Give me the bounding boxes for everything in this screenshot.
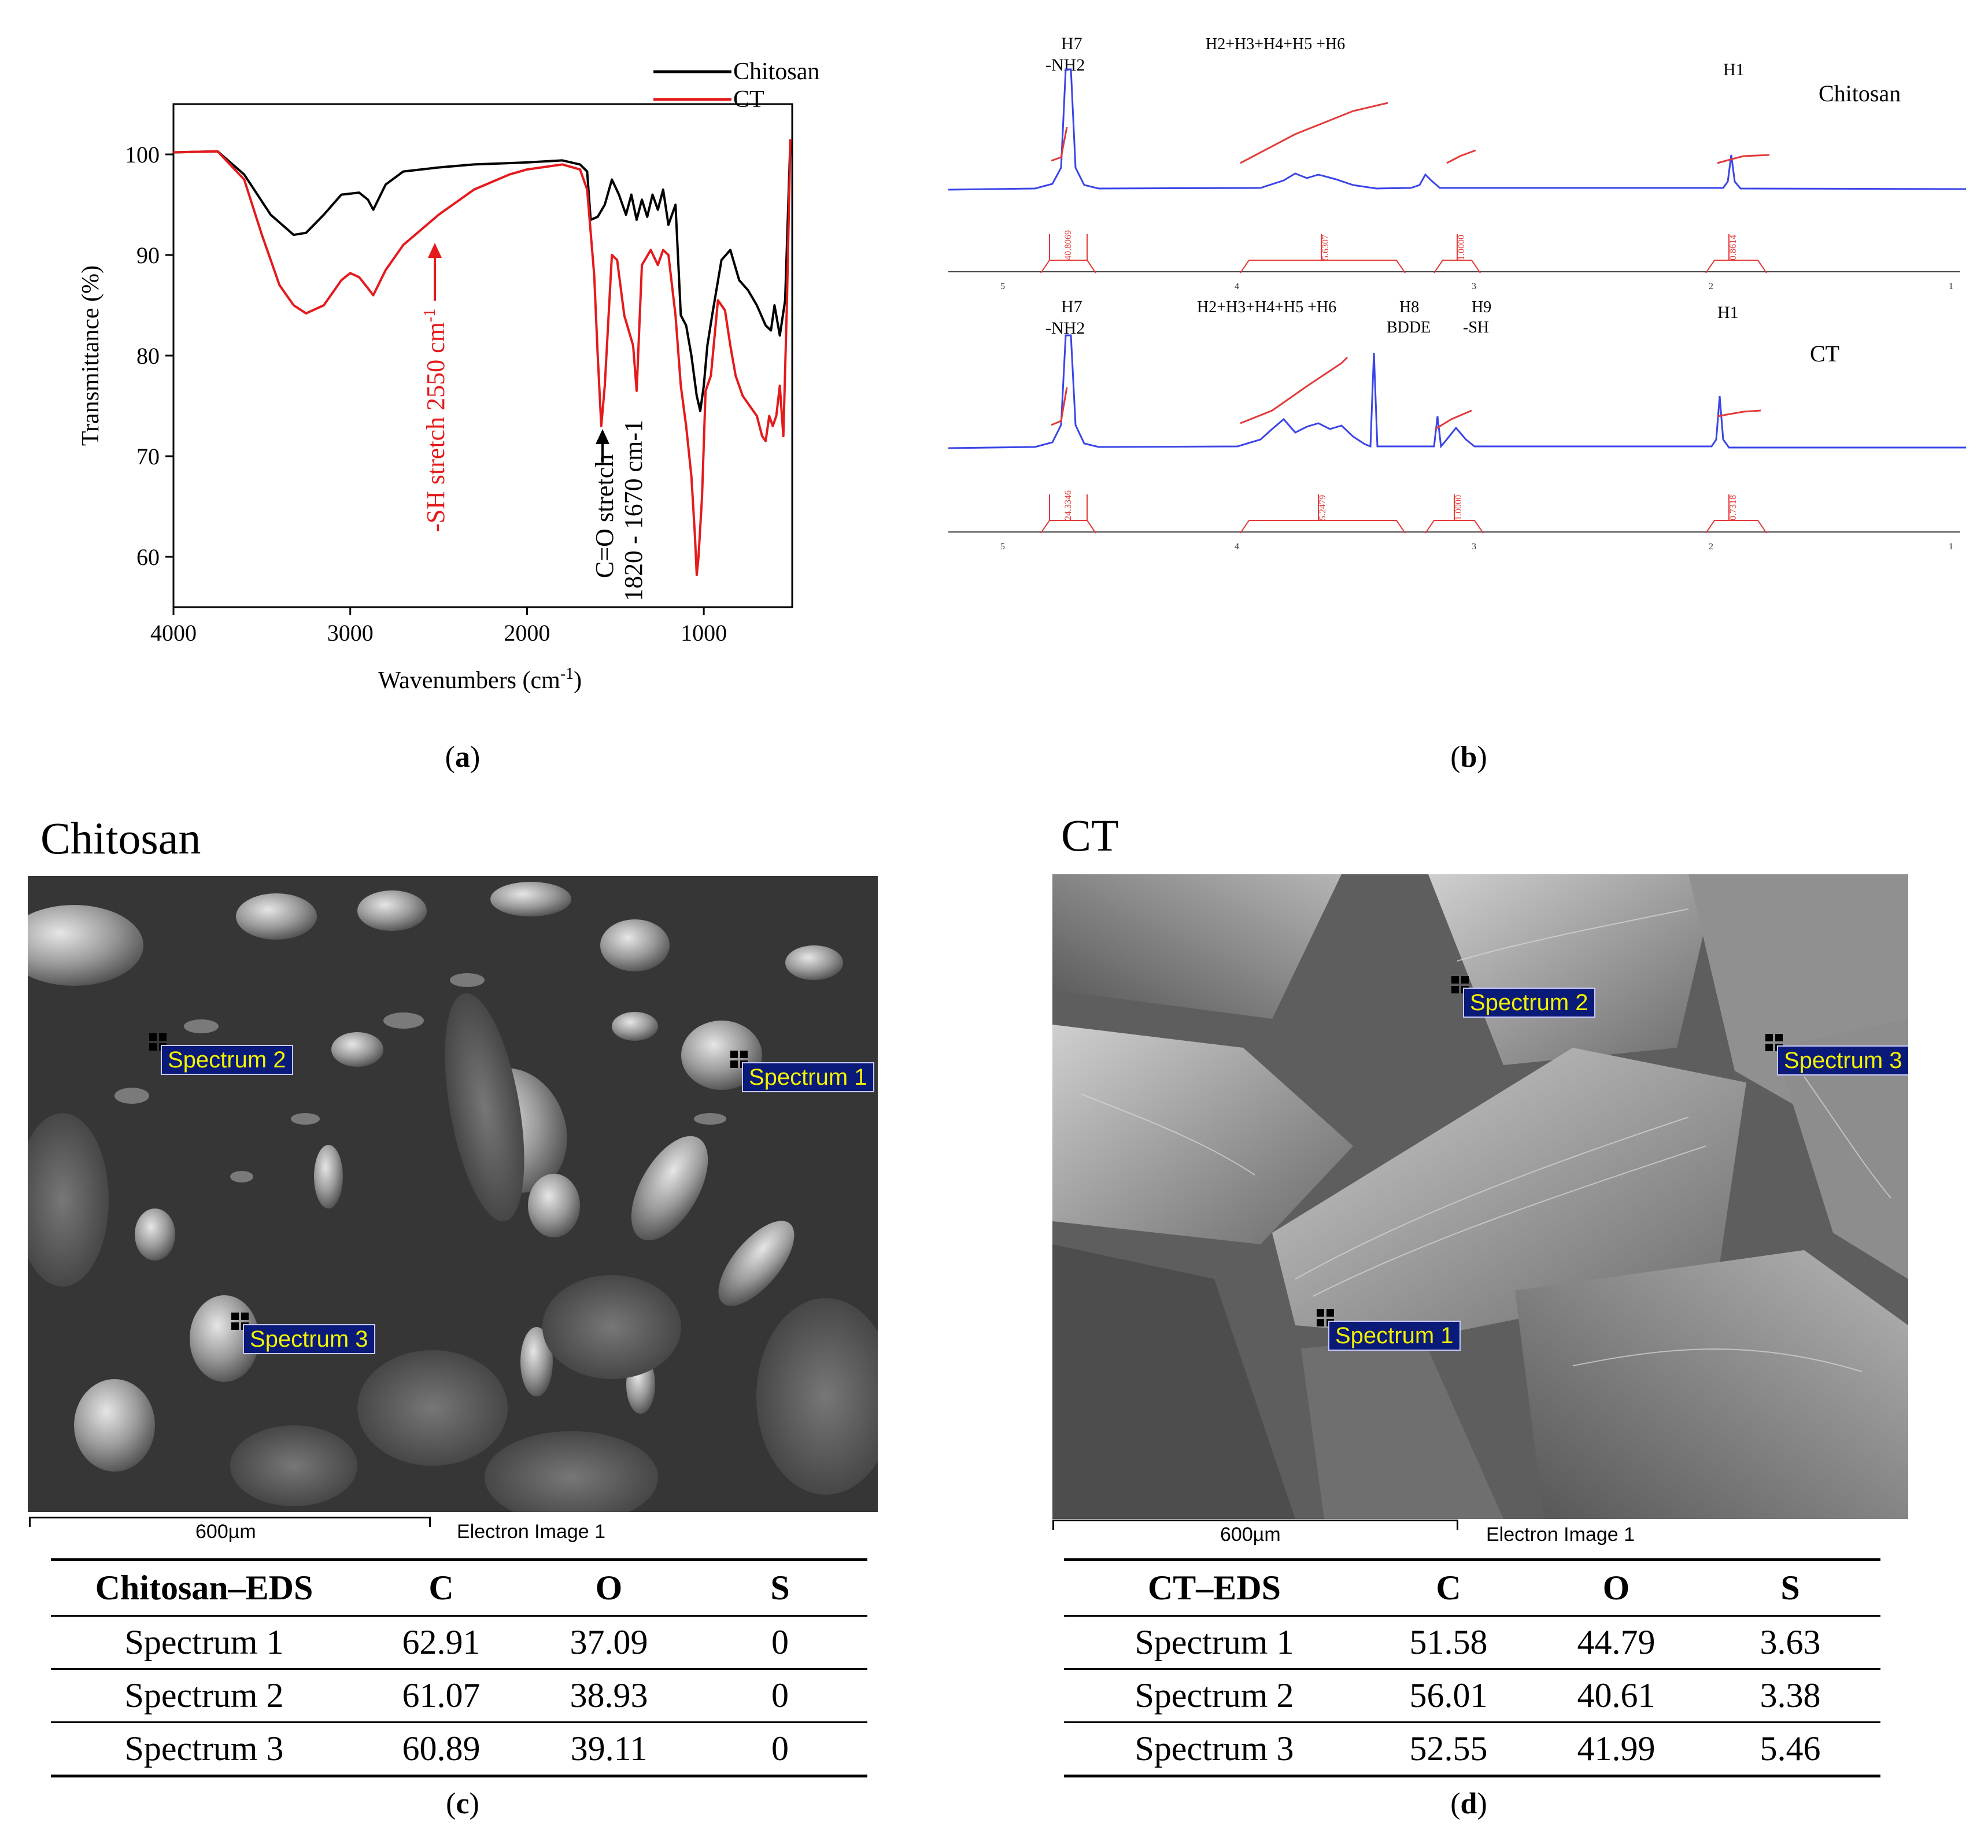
svg-text:2: 2 <box>1709 282 1713 291</box>
table-header: Chitosan–EDS C O S <box>51 1558 867 1617</box>
scale-bar-chitosan <box>29 1517 431 1518</box>
integral-top-4: 0.8614 <box>1728 235 1738 260</box>
spectrum-tag-1[interactable]: Spectrum 1 <box>1328 1321 1461 1351</box>
table-header: CT–EDS C O S <box>1064 1558 1880 1617</box>
svg-text:4: 4 <box>1235 542 1239 552</box>
spectrum-tag-1[interactable]: Spectrum 1 <box>742 1062 874 1092</box>
label-h7-bottom: H7 <box>1061 297 1082 316</box>
y-tick-label-60: 60 <box>136 544 160 570</box>
y-axis-label: Transmittance (%) <box>77 265 104 446</box>
sem-image-chitosan: Spectrum 2 Spectrum 1 Spectrum 3 <box>28 876 878 1512</box>
x-tick-label-4000: 4000 <box>150 620 197 646</box>
svg-text:1: 1 <box>1949 282 1953 291</box>
svg-text:3: 3 <box>1472 542 1476 552</box>
scale-bar-label-ct: 600µm <box>1220 1524 1281 1546</box>
y-tick-label-80: 80 <box>136 343 160 369</box>
sem-image-ct: Spectrum 2 Spectrum 3 Spectrum 1 <box>1052 874 1908 1519</box>
spectrum-tag-2[interactable]: Spectrum 2 <box>161 1045 293 1075</box>
eds-table-chitosan: Chitosan–EDS C O S Spectrum 1 62.91 37.09 0… <box>51 1558 867 1777</box>
integral-bottom-1: 24.3346 <box>1063 490 1073 520</box>
sh-arrow-head <box>428 243 442 258</box>
panel-label-a: (a) <box>445 741 481 774</box>
table-row: Spectrum 3 60.89 39.11 0 <box>51 1722 867 1777</box>
x-tick-label-3000: 3000 <box>327 620 374 646</box>
y-tick-label-70: 70 <box>136 443 160 470</box>
svg-text:4: 4 <box>1235 282 1239 291</box>
label-h8: H8 <box>1399 298 1419 316</box>
legend-ct: CT <box>733 86 764 113</box>
svg-text:5: 5 <box>1000 542 1005 552</box>
y-tick-label-100: 100 <box>125 142 160 168</box>
nmr-spectra: H7 -NH2 H2+H3+H4+H5 +H6 H1 Chitosan 40.8… <box>948 34 1966 552</box>
svg-text:2: 2 <box>1709 542 1713 552</box>
y-tick-label-90: 90 <box>136 242 160 268</box>
x-axis-label: Wavenumbers (cm-1) <box>378 665 582 694</box>
svg-text:3: 3 <box>1472 282 1476 291</box>
label-h2-h6-bottom: H2+H3+H4+H5 +H6 <box>1197 298 1336 316</box>
integral-bottom-3: 1.0000 <box>1454 495 1464 520</box>
table-row: Spectrum 2 61.07 38.93 0 <box>51 1669 867 1723</box>
label-h7-top: H7 <box>1061 34 1082 53</box>
spectrum-line-chitosan <box>948 68 1966 191</box>
integral-top-3: 1.0000 <box>1457 235 1466 260</box>
table-row: Spectrum 1 51.58 44.79 3.63 <box>1064 1616 1880 1670</box>
integral-top-2: 5.6307 <box>1321 235 1331 260</box>
label-bdde: BDDE <box>1387 319 1431 337</box>
integral-top-1: 40.8069 <box>1063 230 1073 260</box>
table-row: Spectrum 1 62.91 37.09 0 <box>51 1616 867 1670</box>
scale-bar-ct <box>1052 1520 1458 1521</box>
series-line-chitosan <box>173 139 792 412</box>
table-row: Spectrum 3 52.55 41.99 5.46 <box>1064 1722 1880 1777</box>
nmr-ct: H7 -NH2 H2+H3+H4+H5 +H6 H8 BDDE H9 -SH H… <box>948 297 1966 552</box>
eds-table-ct: CT–EDS C O S Spectrum 1 51.58 44.79 3.63 Sp… <box>1064 1558 1880 1777</box>
svg-text:5: 5 <box>1000 282 1005 291</box>
co-range-annotation: 1820 - 1670 cm-1 <box>619 420 648 601</box>
electron-image-label-chitosan: Electron Image 1 <box>457 1521 606 1543</box>
spectrum-tag-3[interactable]: Spectrum 3 <box>1777 1045 1908 1075</box>
panel-label-b: (b) <box>1450 741 1487 774</box>
spectrum-name-ct: CT <box>1810 341 1839 367</box>
label-h2-h6-top: H2+H3+H4+H5 +H6 <box>1206 35 1345 53</box>
integral-bottom-4: 0.7318 <box>1728 495 1738 520</box>
label-h1-top: H1 <box>1723 60 1745 79</box>
label-h1-bottom: H1 <box>1717 303 1739 322</box>
sem-title-chitosan: Chitosan <box>40 813 201 863</box>
spectrum-line-ct <box>948 334 1966 449</box>
panel-label-c: (c) <box>446 1787 479 1820</box>
table-row: Spectrum 2 56.01 40.61 3.38 <box>1064 1669 1880 1723</box>
series-line-ct <box>173 139 792 576</box>
spectrum-tag-3[interactable]: Spectrum 3 <box>243 1324 375 1354</box>
legend-chitosan: Chitosan <box>733 58 819 85</box>
spectrum-name-chitosan: Chitosan <box>1819 80 1901 106</box>
nmr-chitosan: H7 -NH2 H2+H3+H4+H5 +H6 H1 Chitosan 40.8… <box>948 34 1966 291</box>
co-stretch-annotation: C=O stretch <box>590 454 619 578</box>
integral-bottom-2: 5.2479 <box>1318 495 1328 520</box>
label-h9: H9 <box>1472 298 1491 316</box>
spectrum-tag-2[interactable]: Spectrum 2 <box>1463 988 1595 1018</box>
scale-bar-label-chitosan: 600µm <box>195 1521 256 1543</box>
svg-text:1: 1 <box>1949 542 1953 552</box>
legend: Chitosan CT <box>653 58 819 113</box>
sem-title-ct: CT <box>1061 810 1119 860</box>
panel-label-d: (d) <box>1450 1787 1487 1820</box>
label-sh: -SH <box>1463 319 1489 337</box>
co-arrow-head <box>596 429 609 444</box>
x-tick-label-2000: 2000 <box>504 620 550 646</box>
electron-image-label-ct: Electron Image 1 <box>1486 1524 1635 1546</box>
x-tick-label-1000: 1000 <box>681 620 727 646</box>
sh-stretch-annotation: -SH stretch 2550 cm-1 <box>421 309 450 532</box>
